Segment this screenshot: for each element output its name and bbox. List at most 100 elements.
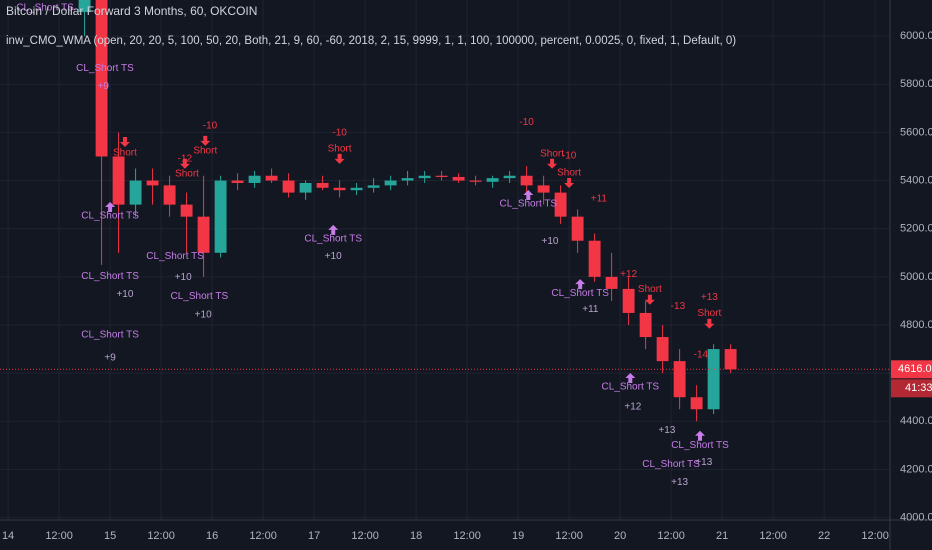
- annotation: CL_Short TS: [81, 271, 139, 282]
- x-tick-label: 12:00: [453, 530, 481, 542]
- candle-body: [180, 204, 193, 217]
- y-tick-label: 4000.00: [900, 511, 932, 523]
- signal-arrow: [547, 158, 558, 169]
- signal-arrow: [523, 190, 534, 200]
- candle-body: [350, 187, 363, 191]
- annotation: +13: [695, 457, 712, 468]
- candle-body: [163, 185, 176, 205]
- annotation: -13: [671, 301, 686, 312]
- signal-arrow: [200, 135, 211, 146]
- annotation: +11: [582, 304, 599, 315]
- candle-body: [197, 216, 210, 253]
- y-tick-label: 6000.00: [900, 30, 932, 42]
- candle-body: [724, 349, 737, 370]
- annotation: -10: [519, 117, 534, 128]
- annotation: CL_Short TS: [171, 291, 229, 302]
- signal-arrow: [334, 153, 345, 164]
- annotation: -14: [694, 349, 709, 360]
- x-tick-label: 18: [410, 530, 422, 542]
- x-tick-label: 12:00: [147, 530, 175, 542]
- annotation: +10: [175, 272, 192, 283]
- candle-body: [537, 185, 550, 193]
- annotation: +12: [624, 402, 641, 413]
- candle-body: [707, 349, 720, 410]
- chart-title: Bitcoin / Dollar Forward 3 Months, 60, O…: [6, 4, 257, 18]
- signal-arrow: [564, 177, 575, 188]
- candle-body: [571, 216, 584, 241]
- x-tick-label: 22: [818, 530, 830, 542]
- indicator-label: inw_CMO_WMA (open, 20, 20, 5, 100, 50, 2…: [6, 35, 736, 47]
- candle-body: [486, 178, 499, 182]
- annotation: +13: [671, 477, 688, 488]
- candle-body: [673, 361, 686, 398]
- candle-body: [248, 175, 261, 183]
- y-tick-label: 4200.00: [900, 463, 932, 475]
- annotation: +10: [195, 309, 212, 320]
- candle-body: [367, 185, 380, 188]
- candle-body: [146, 180, 159, 186]
- annotation: +11: [591, 193, 608, 204]
- annotation: Short: [638, 284, 662, 295]
- annotation: Short: [193, 145, 217, 156]
- candle-body: [503, 175, 516, 179]
- axes: 4000.004200.004400.004600.004800.005000.…: [2, 30, 932, 542]
- annotation: Short: [175, 168, 199, 179]
- annotation: CL_Short TS: [304, 234, 362, 245]
- annotation: CL_Short TS: [81, 329, 139, 340]
- annotation: CL_Short TS: [81, 211, 139, 222]
- x-tick-label: 17: [308, 530, 320, 542]
- candle-body: [316, 182, 329, 188]
- candle-body: [418, 175, 431, 179]
- x-tick-label: 12:00: [351, 530, 379, 542]
- candle-body: [95, 0, 108, 157]
- signal-arrow: [119, 137, 130, 148]
- candle-body: [333, 187, 346, 191]
- candle-body: [435, 175, 448, 177]
- candle-body: [656, 337, 669, 362]
- x-tick-label: 21: [716, 530, 728, 542]
- y-tick-label: 5200.00: [900, 223, 932, 235]
- annotation: -10: [203, 120, 218, 131]
- signal-arrow: [575, 279, 586, 290]
- x-tick-label: 12:00: [45, 530, 73, 542]
- grid: [0, 0, 890, 520]
- candle-body: [520, 175, 533, 186]
- candle-body: [401, 178, 414, 181]
- annotation: -12: [178, 153, 193, 164]
- y-tick-label: 5000.00: [900, 271, 932, 283]
- annotation: CL_Short TS: [642, 459, 700, 470]
- candle-body: [452, 176, 465, 181]
- countdown-box: [891, 379, 932, 398]
- annotation: CL_Short TS: [499, 199, 557, 210]
- annotation: -10: [332, 127, 347, 138]
- countdown-label: 41:33: [905, 382, 932, 394]
- candle-body: [112, 156, 125, 205]
- x-tick-label: 19: [512, 530, 524, 542]
- candle-body: [622, 288, 635, 313]
- signal-arrow: [644, 294, 655, 305]
- candle-body: [214, 180, 227, 253]
- annotation: +9: [98, 81, 110, 92]
- candle-body: [554, 192, 567, 217]
- annotation: CL_Short TS: [601, 382, 659, 393]
- annotation: CL_Short TS: [551, 288, 609, 299]
- annotation: Short: [557, 167, 581, 178]
- annotation: CL_Short TS: [76, 63, 134, 74]
- x-tick-label: 12:00: [657, 530, 685, 542]
- signal-arrow: [625, 372, 636, 383]
- candle-body: [78, 0, 91, 13]
- x-tick-label: 14: [2, 530, 14, 542]
- annotation: +13: [701, 292, 718, 303]
- annotation: CL_Short TS: [146, 251, 204, 262]
- signal-arrow: [105, 202, 116, 213]
- signal-arrow: [704, 318, 715, 329]
- last-price-label: 4616.00: [898, 363, 932, 375]
- x-tick-label: 12:00: [861, 530, 889, 542]
- x-tick-label: 16: [206, 530, 218, 542]
- y-tick-label: 5600.00: [900, 126, 932, 138]
- x-tick-label: 20: [614, 530, 626, 542]
- annotation: +10: [325, 251, 342, 262]
- y-tick-label: 4400.00: [900, 415, 932, 427]
